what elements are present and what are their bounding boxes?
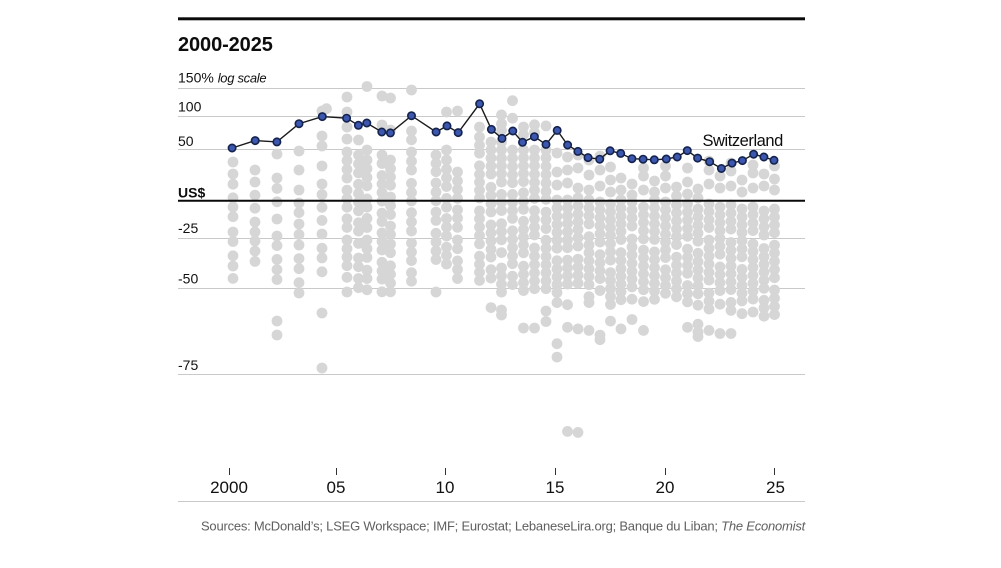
svg-text:05: 05 — [327, 478, 346, 497]
svg-text:-25: -25 — [178, 220, 198, 236]
svg-text:100: 100 — [178, 98, 202, 114]
svg-text:2000-2025: 2000-2025 — [178, 34, 273, 56]
svg-text:150% log scale: 150% log scale — [178, 70, 266, 86]
svg-text:2000: 2000 — [210, 478, 248, 497]
svg-text:15: 15 — [546, 478, 565, 497]
svg-text:Switzerland: Switzerland — [703, 132, 784, 150]
svg-text:50: 50 — [178, 133, 194, 149]
svg-text:10: 10 — [436, 478, 455, 497]
svg-text:US$: US$ — [178, 184, 205, 200]
svg-text:25: 25 — [766, 478, 785, 497]
svg-text:-50: -50 — [178, 271, 198, 287]
svg-text:Sources: McDonald’s; LSEG Work: Sources: McDonald’s; LSEG Workspace; IMF… — [201, 519, 807, 534]
svg-text:20: 20 — [656, 478, 675, 497]
svg-text:-75: -75 — [178, 357, 198, 373]
